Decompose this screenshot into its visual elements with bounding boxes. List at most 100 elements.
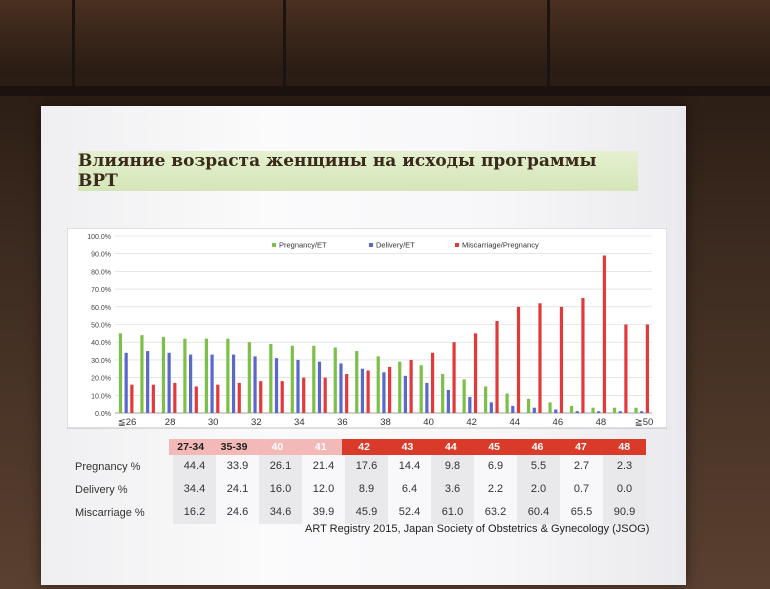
bar-delivery-et <box>167 352 171 413</box>
age-group-cell: 27-34 <box>169 439 213 455</box>
bar-delivery-et <box>403 375 408 413</box>
bar-delivery-et <box>382 372 386 413</box>
age-group-cell: 48 <box>602 439 646 455</box>
bar-miscarriage-pregnancy <box>581 297 585 413</box>
bar-pregnancy-et <box>183 338 187 413</box>
wall-seam <box>283 0 286 88</box>
x-tick-label: 28 <box>165 417 176 428</box>
table-cell: 61.0 <box>431 501 474 524</box>
bar-pregnancy-et <box>118 333 123 413</box>
legend-label: Pregnancy/ET <box>279 241 327 250</box>
bar-delivery-et <box>446 389 450 413</box>
age-group-cell: 47 <box>559 439 603 455</box>
table-cell: 26.1 <box>259 455 302 478</box>
table-row: Miscarriage % 16.2 24.6 34.6 39.9 45.9 52.4 61.… <box>71 501 646 524</box>
y-tick-label: 90.0% <box>91 252 111 259</box>
table-cell: 9.8 <box>431 455 474 478</box>
bar-delivery-et <box>274 358 279 413</box>
bar-pregnancy-et <box>505 393 509 413</box>
bar-miscarriage-pregnancy <box>624 324 628 413</box>
bar-miscarriage-pregnancy <box>602 255 607 413</box>
bar-miscarriage-pregnancy <box>173 382 177 413</box>
bar-miscarriage-pregnancy <box>409 359 413 413</box>
bar-pregnancy-et <box>612 407 617 413</box>
bar-delivery-et <box>339 363 343 413</box>
bar-miscarriage-pregnancy <box>194 386 198 413</box>
x-tick-label: 42 <box>466 417 477 428</box>
age-group-cell: 40 <box>255 439 300 455</box>
table-cell: 16.0 <box>259 478 302 501</box>
table-row: Pregnancy % 44.4 33.9 26.1 21.4 17.6 14.4 9.8 6.… <box>71 455 646 478</box>
age-group-cell: 46 <box>515 439 560 455</box>
y-tick-label: 10.0% <box>91 393 111 400</box>
row-label: Pregnancy % <box>75 460 141 473</box>
legend-label: Delivery/ET <box>376 241 415 250</box>
table-cell: 14.4 <box>388 455 431 478</box>
table-cell: 17.6 <box>345 455 388 478</box>
table-cell: 2.0 <box>517 478 560 501</box>
table-cell: 52.4 <box>388 501 431 524</box>
y-tick-label: 80.0% <box>91 269 111 276</box>
age-group-cell: 35-39 <box>212 439 256 455</box>
y-tick-label: 100.0% <box>87 234 111 241</box>
projection-screen: Влияние возраста женщины на исходы прогр… <box>41 106 686 585</box>
bar-delivery-et <box>360 368 365 413</box>
bar-miscarriage-pregnancy <box>216 384 220 413</box>
bar-pregnancy-et <box>526 398 531 413</box>
bar-pregnancy-et <box>161 336 166 413</box>
bar-delivery-et <box>489 402 493 413</box>
bar-delivery-et <box>189 354 193 413</box>
bar-miscarriage-pregnancy <box>473 333 478 413</box>
x-tick-label: 38 <box>380 417 391 428</box>
bar-delivery-et <box>597 411 601 413</box>
x-tick-label: 36 <box>337 417 348 428</box>
bar-pregnancy-et <box>548 402 552 413</box>
x-tick-label: 44 <box>509 417 520 428</box>
table-cell: 6.9 <box>474 455 517 478</box>
bar-pregnancy-et <box>312 345 316 413</box>
x-tick-label: 32 <box>251 417 262 428</box>
bar-miscarriage-pregnancy <box>345 374 349 413</box>
legend-swatch <box>369 243 373 247</box>
bar-pregnancy-et <box>226 338 230 413</box>
bar-pregnancy-et <box>634 407 638 413</box>
table-cell: 90.9 <box>603 501 646 524</box>
bar-delivery-et <box>146 351 150 413</box>
bar-delivery-et <box>532 407 536 413</box>
table-cell: 16.2 <box>173 501 216 524</box>
slide-title: Влияние возраста женщины на исходы прогр… <box>78 151 638 191</box>
age-group-cell: 41 <box>299 439 343 455</box>
bar-pregnancy-et <box>462 379 466 413</box>
bar-miscarriage-pregnancy <box>259 381 263 413</box>
table-cell: 45.9 <box>345 501 388 524</box>
age-group-cell: 43 <box>385 439 430 455</box>
x-tick-label: 48 <box>596 417 607 428</box>
bar-miscarriage-pregnancy <box>323 377 327 413</box>
bar-delivery-et <box>468 397 472 413</box>
bar-delivery-et <box>640 411 644 413</box>
y-tick-label: 70.0% <box>91 287 111 294</box>
bar-pregnancy-et <box>419 365 423 413</box>
age-group-cell: 44 <box>429 439 473 455</box>
bar-miscarriage-pregnancy <box>151 384 155 413</box>
bar-delivery-et <box>554 409 558 413</box>
x-tick-label: ≧50 <box>635 417 654 428</box>
legend-swatch <box>455 243 459 247</box>
table-cell: 63.2 <box>474 501 517 524</box>
table-cell: 5.5 <box>517 455 560 478</box>
bar-delivery-et <box>296 359 300 413</box>
bar-miscarriage-pregnancy <box>130 384 134 413</box>
y-tick-label: 0.0% <box>95 411 111 418</box>
age-group-cell: 42 <box>342 439 386 455</box>
source-citation: ART Registry 2015, Japan Society of Obst… <box>305 523 650 535</box>
y-tick-label: 30.0% <box>91 358 111 365</box>
bar-delivery-et <box>511 405 515 413</box>
x-tick-label: 30 <box>208 417 219 428</box>
bar-miscarriage-pregnancy <box>645 324 649 413</box>
table-cell: 24.6 <box>216 501 259 524</box>
table-cell: 12.0 <box>302 478 345 501</box>
y-tick-label: 40.0% <box>91 340 111 347</box>
bar-pregnancy-et <box>333 347 337 413</box>
bar-pregnancy-et <box>204 338 208 413</box>
bar-miscarriage-pregnancy <box>538 303 542 413</box>
